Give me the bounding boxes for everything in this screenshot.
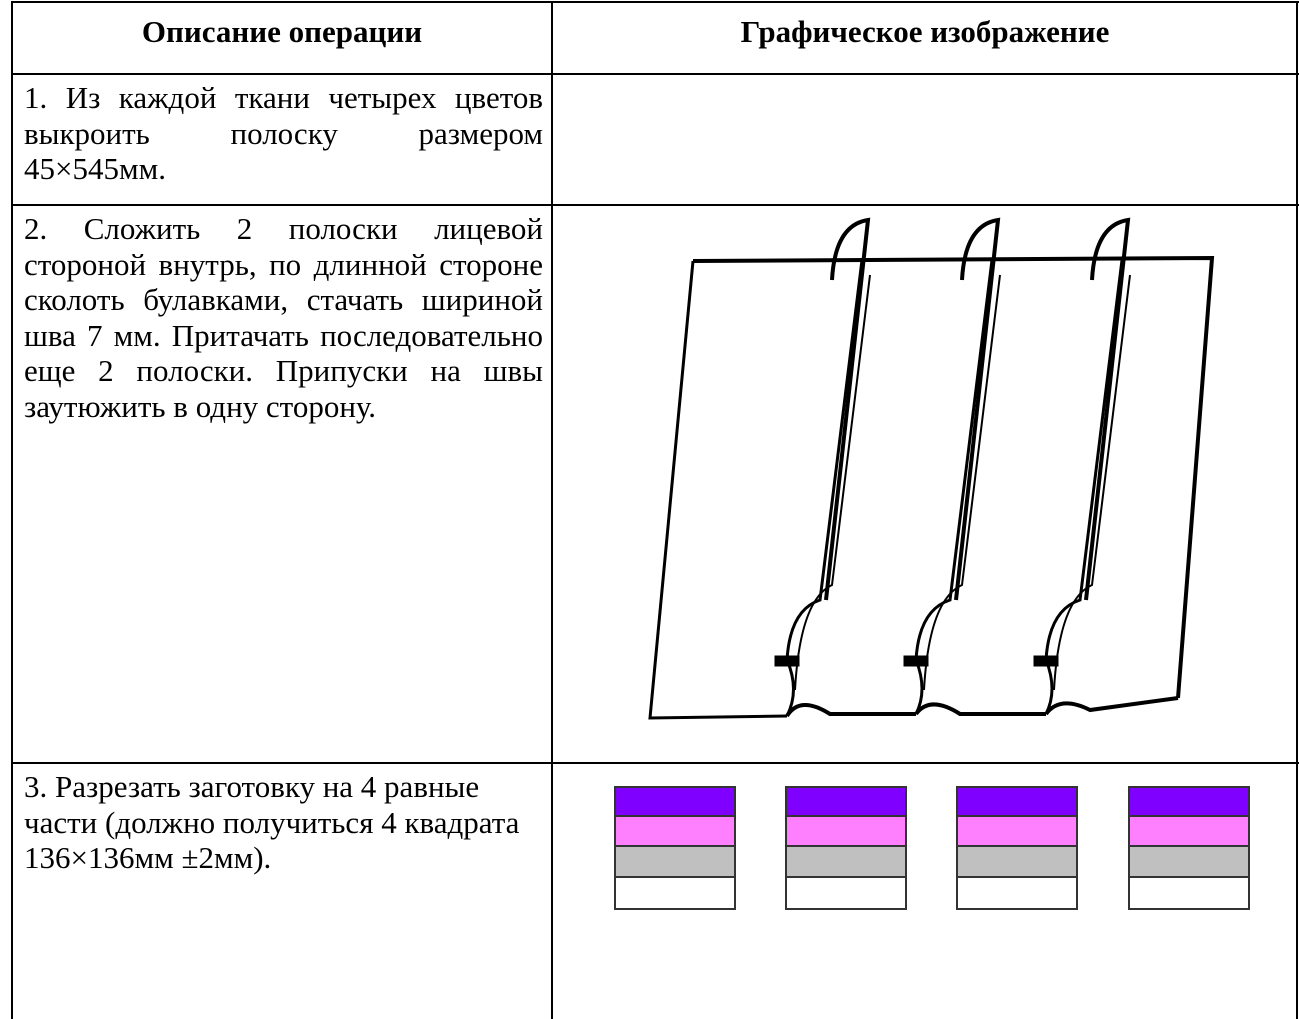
step-text: 2. Сложить 2 полоски лицевой стороной вн… [24, 211, 543, 424]
squares-drawing [614, 786, 1250, 910]
header-cell: Графическое изображение [740, 14, 1110, 49]
table-border [551, 1, 553, 1019]
table-border [11, 204, 1299, 206]
table-border [11, 1, 13, 1019]
step-text: 1. Из каждой ткани четырех цветов выкрои… [24, 80, 543, 186]
table-border [11, 1, 1299, 3]
header-cell: Описание операции [141, 14, 423, 49]
strips-drawing [648, 217, 1215, 720]
table-border [1296, 1, 1298, 1019]
step-text: 3. Разрезать заготовку на 4 равные части… [24, 769, 520, 875]
table-border [11, 762, 1299, 764]
table-border [11, 73, 1299, 75]
